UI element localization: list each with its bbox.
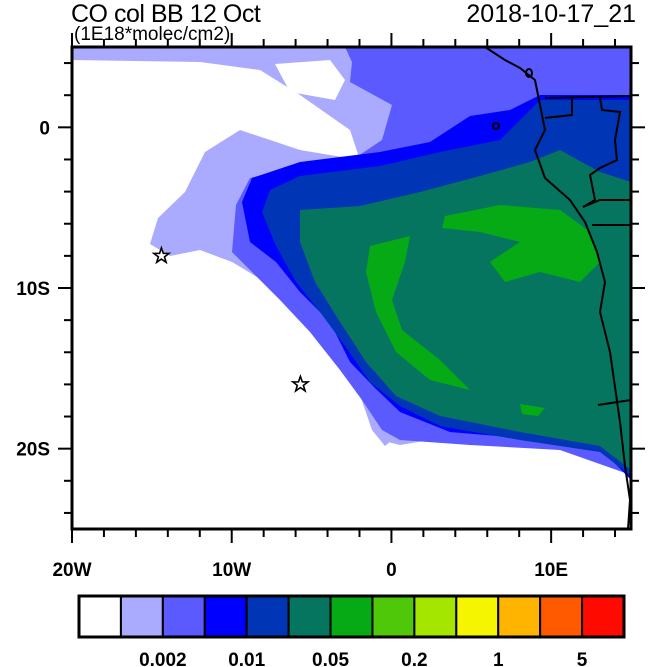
colorbar-swatch	[413, 595, 458, 638]
star-marker-icon	[151, 245, 172, 265]
units-label: (1E18*molec/cm2)	[74, 24, 231, 45]
region-level-6-c	[520, 404, 545, 416]
region-level-1-white-gap	[275, 60, 345, 100]
timestamp-label: 2018-10-17_21	[466, 0, 636, 28]
y-tick-label: 0	[39, 118, 50, 139]
y-tick-label: 20S	[16, 440, 50, 461]
colorbar-label: 1	[493, 650, 504, 667]
colorbar-label: 0.01	[228, 650, 265, 667]
country-border	[597, 399, 631, 406]
site-markers	[151, 245, 311, 393]
colorbar-swatch	[119, 595, 164, 638]
colorbar-label: 0.05	[312, 650, 349, 667]
colorbar-frame	[77, 594, 626, 639]
x-tick-label: 0	[386, 560, 397, 581]
colorbar-swatch	[78, 595, 122, 638]
colorbar-swatch	[203, 595, 248, 638]
colorbar-swatch	[497, 595, 542, 638]
colorbar-swatch	[161, 595, 206, 638]
colorbar-label: 0.2	[401, 650, 427, 667]
country-border	[544, 97, 573, 119]
colorbar-swatch	[329, 595, 374, 638]
colorbar-label: 5	[577, 650, 588, 667]
colorbar-swatch	[539, 595, 584, 638]
x-tick-label: 10W	[212, 560, 251, 581]
region-level-6-b	[366, 236, 470, 390]
country-border	[582, 97, 622, 208]
island-outline	[525, 68, 533, 78]
star-marker-icon	[290, 373, 311, 393]
x-tick-label: 20W	[52, 560, 91, 581]
y-tick-label: 10S	[16, 279, 50, 300]
axis-ticks	[58, 33, 645, 543]
colorbar-swatch	[581, 595, 625, 638]
coastline	[484, 47, 631, 529]
x-axis-labels: 20W 10W 0 10E	[52, 560, 568, 581]
plot-title: CO col BB 12 Oct	[71, 0, 261, 28]
colorbar-swatch	[455, 595, 500, 638]
country-border	[544, 95, 631, 99]
x-tick-label: 10E	[534, 560, 568, 581]
colorbar-labels: 0.002 0.01 0.05 0.2 1 5	[139, 650, 588, 667]
region-level-6-a	[442, 205, 600, 282]
country-border	[582, 199, 631, 208]
contour-fill	[72, 47, 631, 529]
colorbar-swatch	[245, 595, 290, 638]
colorbar-swatch	[371, 595, 416, 638]
colorbar	[77, 594, 626, 639]
island-outline	[492, 122, 500, 130]
colorbar-swatch	[287, 595, 332, 638]
colorbar-label: 0.002	[139, 650, 187, 667]
y-axis-labels: 0 10S 20S	[16, 118, 50, 460]
